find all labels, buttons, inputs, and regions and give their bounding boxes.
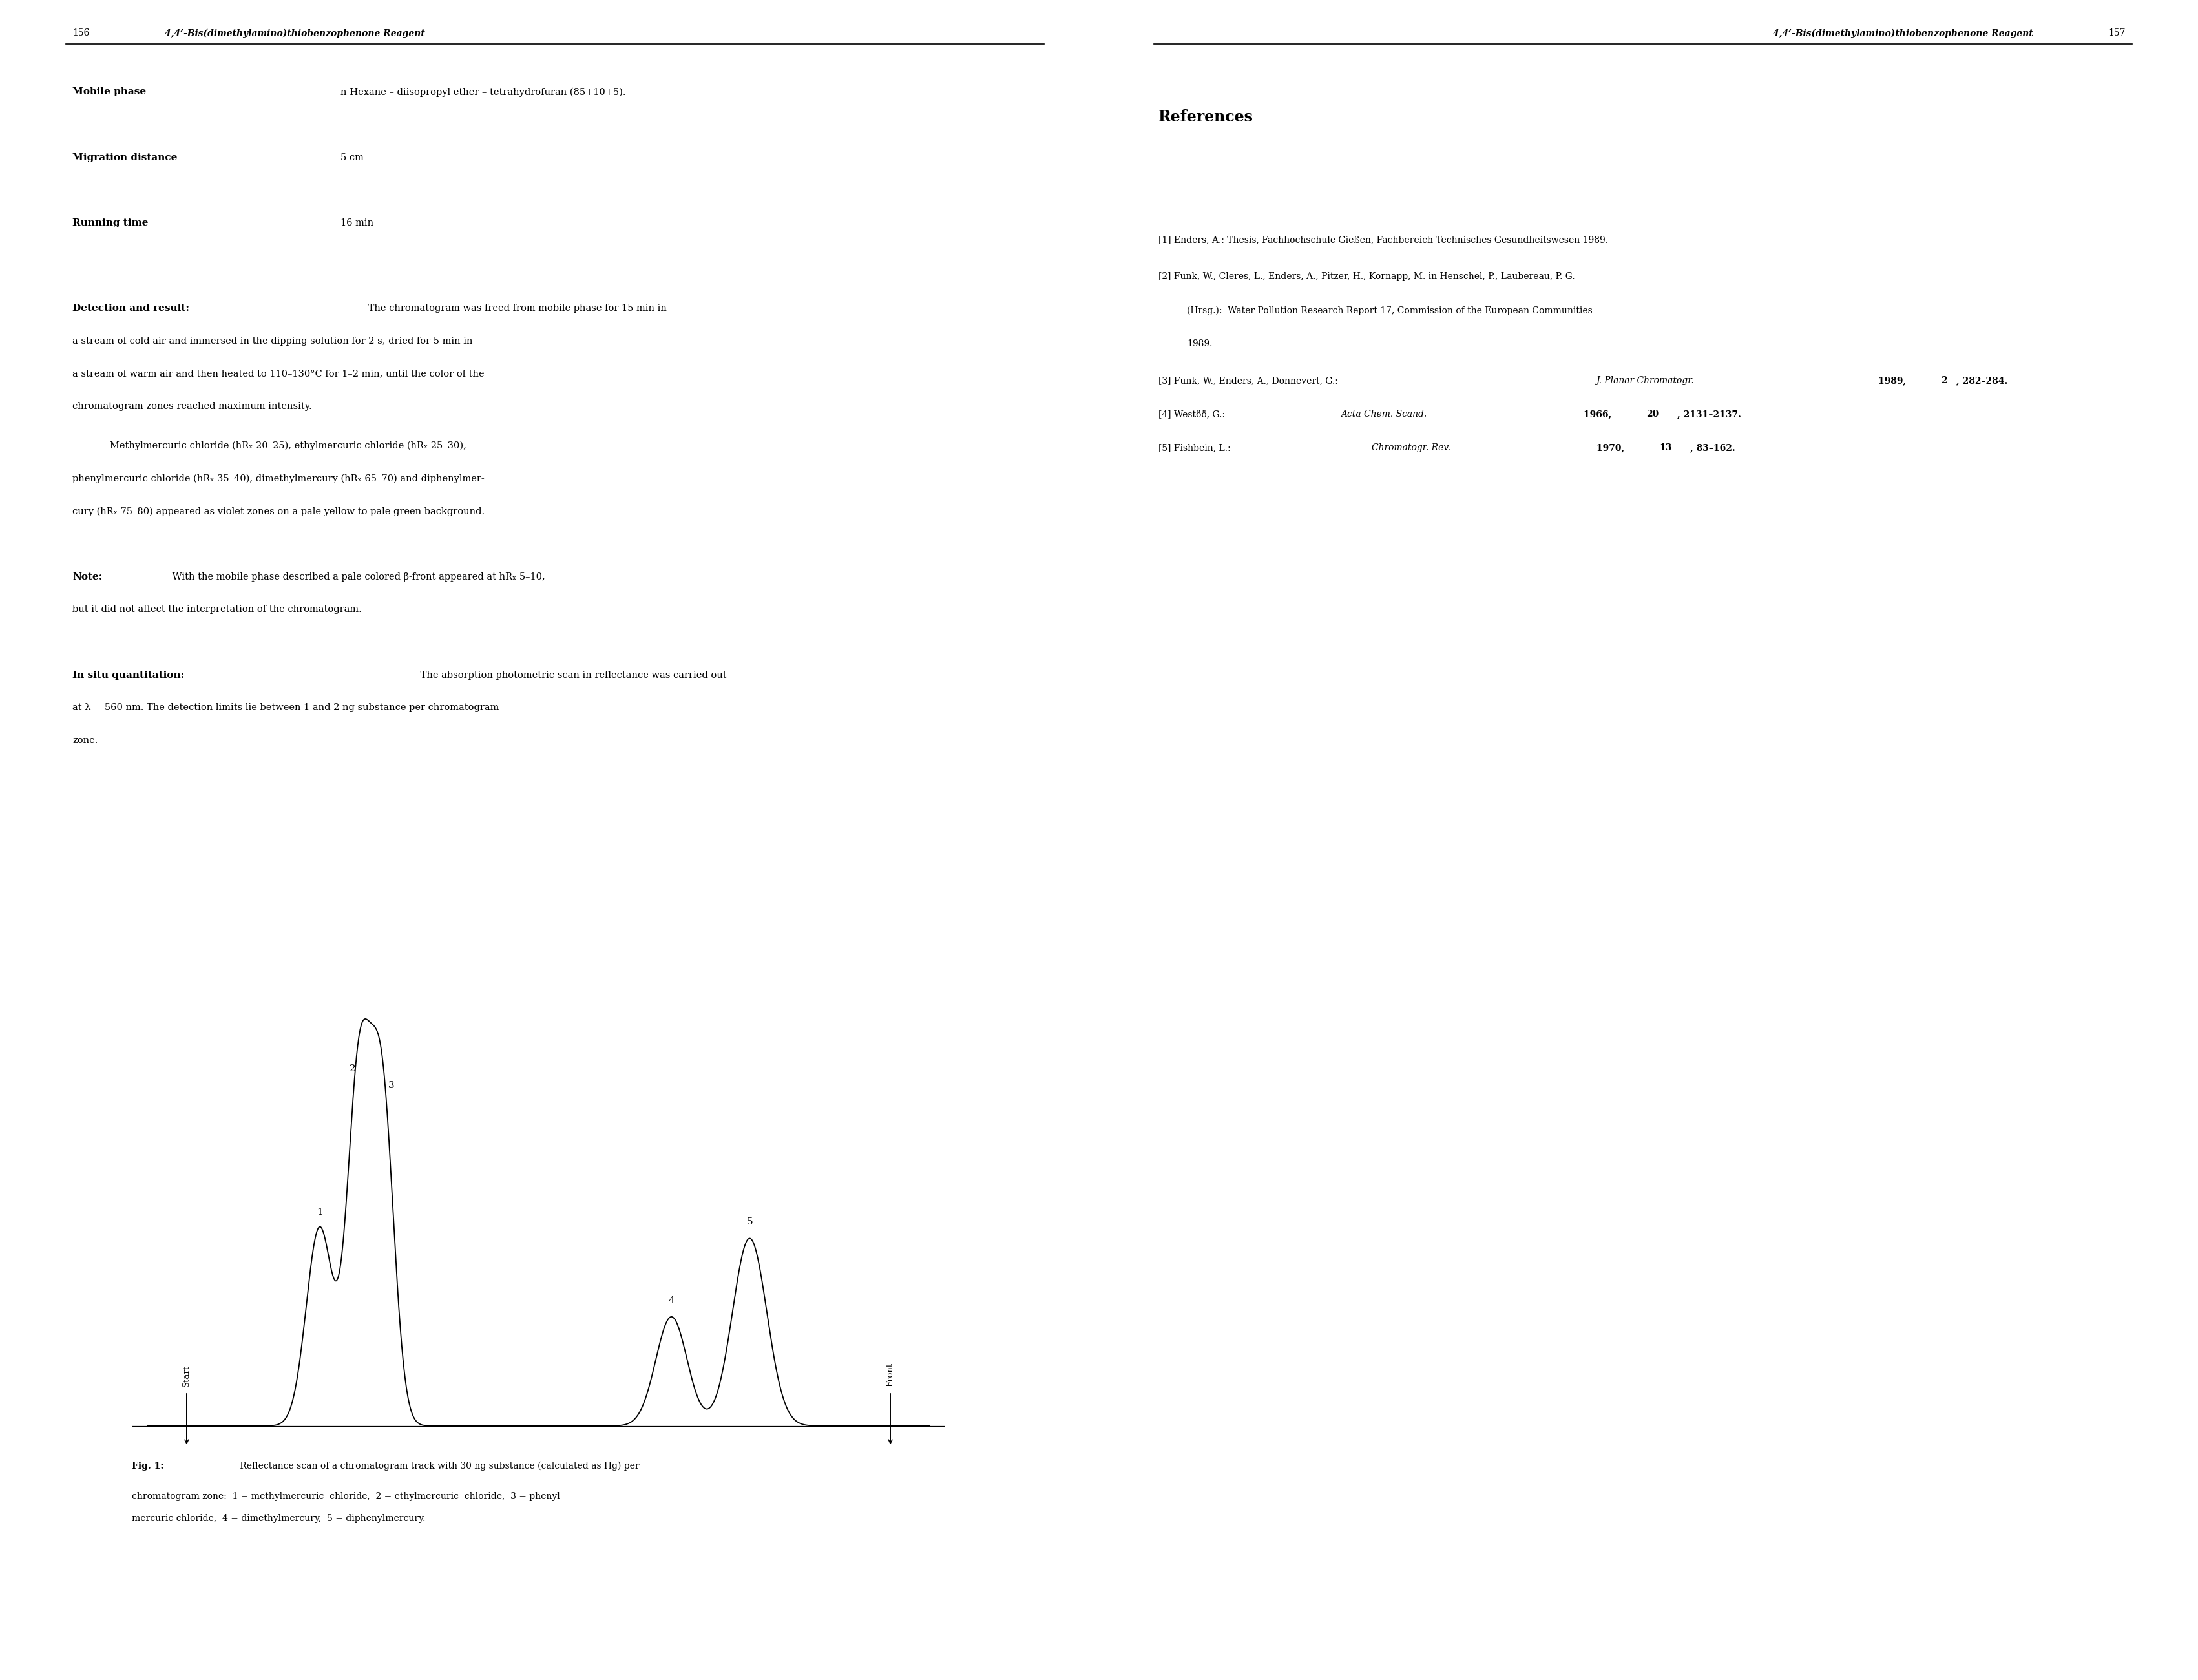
Text: 5: 5 xyxy=(747,1218,752,1226)
Text: mercuric chloride,  4 = dimethylmercury,  5 = diphenylmercury.: mercuric chloride, 4 = dimethylmercury, … xyxy=(132,1514,426,1522)
Text: 156: 156 xyxy=(73,29,90,37)
Text: The chromatogram was freed from mobile phase for 15 min in: The chromatogram was freed from mobile p… xyxy=(365,304,666,312)
Text: 1: 1 xyxy=(317,1208,323,1216)
Text: Note:: Note: xyxy=(73,573,103,581)
Text: Chromatogr. Rev.: Chromatogr. Rev. xyxy=(1372,444,1451,452)
Text: [1] Enders, A.: Thesis, Fachhochschule Gießen, Fachbereich Technisches Gesundhei: [1] Enders, A.: Thesis, Fachhochschule G… xyxy=(1158,235,1609,244)
Text: Acta Chem. Scand.: Acta Chem. Scand. xyxy=(1341,410,1427,418)
Text: 157: 157 xyxy=(2108,29,2125,37)
Text: With the mobile phase described a pale colored β-front appeared at hRₓ 5–10,: With the mobile phase described a pale c… xyxy=(169,573,545,581)
Text: 20: 20 xyxy=(1646,410,1659,418)
Text: 4: 4 xyxy=(668,1295,675,1305)
Text: chromatogram zone:  1 = methylmercuric  chloride,  2 = ethylmercuric  chloride, : chromatogram zone: 1 = methylmercuric ch… xyxy=(132,1492,563,1500)
Text: , 282–284.: , 282–284. xyxy=(1956,376,2007,385)
Text: [2] Funk, W., Cleres, L., Enders, A., Pitzer, H., Kornapp, M. in Henschel, P., L: [2] Funk, W., Cleres, L., Enders, A., Pi… xyxy=(1158,272,1574,281)
Text: [5] Fishbein, L.:: [5] Fishbein, L.: xyxy=(1158,444,1233,452)
Text: [4] Westöö, G.:: [4] Westöö, G.: xyxy=(1158,410,1229,418)
Text: chromatogram zones reached maximum intensity.: chromatogram zones reached maximum inten… xyxy=(73,402,312,412)
Text: Start: Start xyxy=(182,1364,191,1386)
Text: Fig. 1:: Fig. 1: xyxy=(132,1462,165,1470)
Text: Mobile phase: Mobile phase xyxy=(73,87,147,96)
Text: 1970,: 1970, xyxy=(1594,444,1629,452)
Text: cury (hRₓ 75–80) appeared as violet zones on a pale yellow to pale green backgro: cury (hRₓ 75–80) appeared as violet zone… xyxy=(73,507,486,516)
Text: 4,4’-Bis(dimethylamino)thiobenzophenone Reagent: 4,4’-Bis(dimethylamino)thiobenzophenone … xyxy=(165,29,424,39)
Text: n-Hexane – diisopropyl ether – tetrahydrofuran (85+10+5).: n-Hexane – diisopropyl ether – tetrahydr… xyxy=(341,87,626,97)
Text: zone.: zone. xyxy=(73,736,99,744)
Text: 16 min: 16 min xyxy=(341,218,374,227)
Text: Detection and result:: Detection and result: xyxy=(73,304,189,312)
Text: Reflectance scan of a chromatogram track with 30 ng substance (calculated as Hg): Reflectance scan of a chromatogram track… xyxy=(237,1462,640,1472)
Text: (Hrsg.):  Water Pollution Research Report 17, Commission of the European Communi: (Hrsg.): Water Pollution Research Report… xyxy=(1187,306,1594,316)
Text: 1989.: 1989. xyxy=(1187,339,1213,348)
Text: Methylmercuric chloride (hRₓ 20–25), ethylmercuric chloride (hRₓ 25–30),: Methylmercuric chloride (hRₓ 20–25), eth… xyxy=(110,442,466,450)
Text: 5 cm: 5 cm xyxy=(341,153,365,161)
Text: 1989,: 1989, xyxy=(1875,376,1910,385)
Text: 2: 2 xyxy=(349,1063,356,1074)
Text: but it did not affect the interpretation of the chromatogram.: but it did not affect the interpretation… xyxy=(73,605,363,613)
Text: phenylmercuric chloride (hRₓ 35–40), dimethylmercury (hRₓ 65–70) and diphenylmer: phenylmercuric chloride (hRₓ 35–40), dim… xyxy=(73,474,484,484)
Text: Migration distance: Migration distance xyxy=(73,153,178,161)
Text: In situ quantitation:: In situ quantitation: xyxy=(73,670,185,679)
Text: 2: 2 xyxy=(1941,376,1947,385)
Text: , 2131–2137.: , 2131–2137. xyxy=(1677,410,1741,418)
Text: , 83–162.: , 83–162. xyxy=(1690,444,1736,452)
Text: at λ = 560 nm. The detection limits lie between 1 and 2 ng substance per chromat: at λ = 560 nm. The detection limits lie … xyxy=(73,704,499,712)
Text: 13: 13 xyxy=(1659,444,1673,452)
Text: 1966,: 1966, xyxy=(1580,410,1616,418)
Text: References: References xyxy=(1158,109,1253,124)
Text: [3] Funk, W., Enders, A., Donnevert, G.:: [3] Funk, W., Enders, A., Donnevert, G.: xyxy=(1158,376,1341,385)
Text: J. Planar Chromatogr.: J. Planar Chromatogr. xyxy=(1596,376,1695,385)
Text: a stream of warm air and then heated to 110–130°C for 1–2 min, until the color o: a stream of warm air and then heated to … xyxy=(73,370,484,378)
Text: 4,4’-Bis(dimethylamino)thiobenzophenone Reagent: 4,4’-Bis(dimethylamino)thiobenzophenone … xyxy=(1774,29,2033,39)
Text: Front: Front xyxy=(886,1362,895,1386)
Text: Running time: Running time xyxy=(73,218,149,227)
Text: The absorption photometric scan in reflectance was carried out: The absorption photometric scan in refle… xyxy=(418,670,728,679)
Text: a stream of cold air and immersed in the dipping solution for 2 s, dried for 5 m: a stream of cold air and immersed in the… xyxy=(73,336,473,346)
Text: 3: 3 xyxy=(389,1082,396,1090)
